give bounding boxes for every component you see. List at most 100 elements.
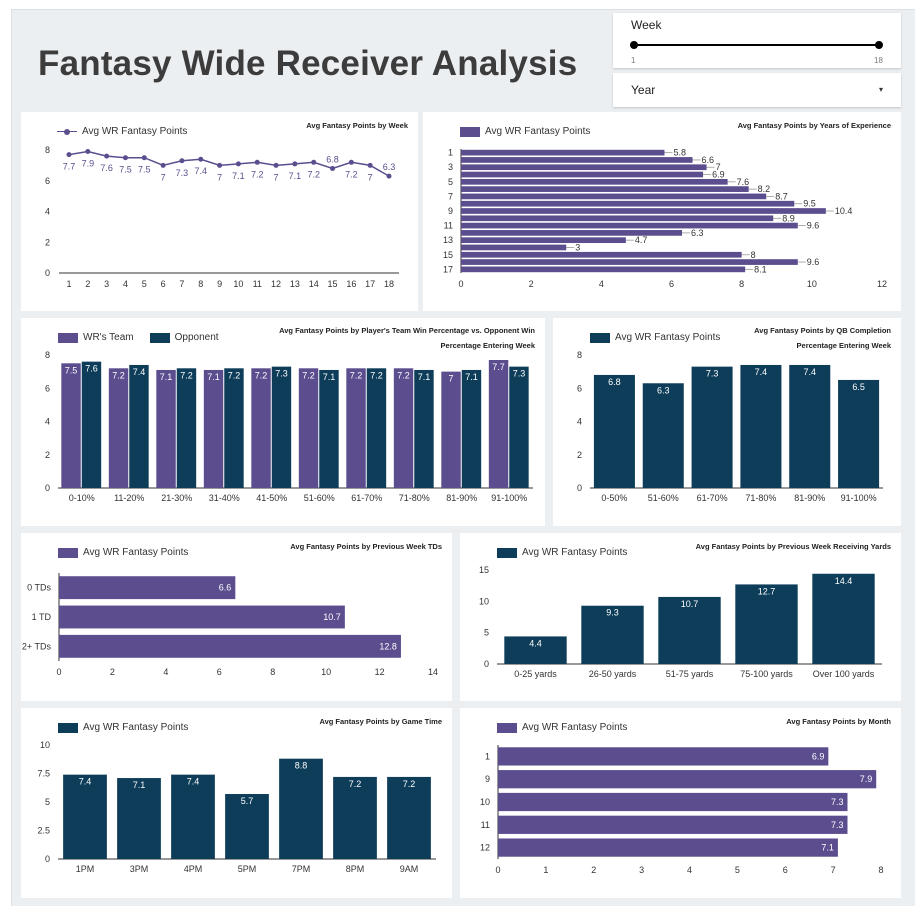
x-tick-label: 6 (669, 279, 674, 289)
chart-panel-month: 0 1 2 3 4 5 6 7 8 6.9 1 7.9 9 7.3 10 7.3 11 7.1 12 Avg WR … (460, 708, 901, 898)
week-legend: Avg WR Fantasy Points (57, 126, 187, 137)
bar (498, 815, 848, 834)
previous-tds-legend: Avg WR Fantasy Points (58, 547, 188, 558)
data-label: 8.1 (754, 264, 767, 274)
bar (498, 747, 829, 766)
y-tick-label: 7.5 (37, 769, 50, 779)
week-slider-max-handle[interactable] (875, 41, 883, 49)
data-label: 7.1 (821, 843, 834, 853)
data-label: 6.5 (852, 382, 865, 392)
y-tick-label: 0 (45, 483, 50, 493)
month-legend: Avg WR Fantasy Points (497, 722, 627, 733)
chart-title: Avg Fantasy Points by Week (306, 121, 408, 130)
y-tick-label: 9 (448, 206, 453, 216)
x-tick-label: 3 (639, 865, 644, 875)
bar (333, 776, 377, 859)
bar (488, 359, 509, 488)
x-tick-label: 2 (85, 279, 90, 289)
x-tick-label: 10 (233, 279, 243, 289)
bar (176, 368, 197, 488)
data-label: 7.9 (860, 774, 873, 784)
experience-bar-chart: 0 2 4 6 8 10 125.816.6736.97.658.28.779.510.49… (443, 148, 887, 289)
data-label: 7 (716, 162, 721, 172)
data-label: 4.7 (635, 235, 648, 245)
win-percentage-legend: WR's Team Opponent (58, 332, 219, 343)
week-slider-min-handle[interactable] (630, 41, 638, 49)
week-slider-max-value: 18 (874, 56, 883, 65)
data-label: 7.2 (403, 779, 416, 789)
bar (59, 576, 236, 600)
bar (812, 573, 875, 664)
week-filter[interactable]: Week 1 18 (613, 13, 901, 68)
x-tick-label: 51-60% (304, 493, 335, 503)
data-label: 7.1 (133, 780, 146, 790)
data-label: 8.8 (295, 761, 308, 771)
data-label: 10.4 (835, 206, 853, 216)
y-tick-label: 5 (45, 797, 50, 807)
chart-title-line-2: Percentage Entering Week (440, 341, 535, 350)
data-label: 7.6 (100, 163, 113, 173)
year-dropdown[interactable]: Year ▾ (613, 73, 901, 107)
y-tick-label: 1 (485, 751, 490, 761)
x-tick-label: 71-80% (399, 493, 430, 503)
chevron-down-icon[interactable]: ▾ (879, 85, 884, 94)
bar (498, 792, 848, 812)
data-label: 6.3 (383, 162, 396, 172)
x-tick-label: 81-90% (794, 493, 825, 503)
data-label: 7.3 (275, 369, 288, 379)
x-tick-label: 8 (198, 279, 203, 289)
x-tick-label: 71-80% (745, 493, 776, 503)
x-tick-label: 0 (56, 667, 61, 677)
legend-swatch (497, 722, 517, 733)
bar (461, 251, 742, 258)
data-point (179, 158, 185, 164)
legend-label: Avg WR Fantasy Points (83, 547, 189, 558)
game-time-bar-chart: 0 2.5 5 7.5 10 7.4 1PM 7.1 3PM 7.4 4PM 5.7 5PM 8.8 7PM… (37, 740, 436, 874)
game-time-legend: Avg WR Fantasy Points (58, 722, 188, 733)
data-label: 9.3 (606, 608, 619, 618)
legend-label: Avg WR Fantasy Points (522, 722, 628, 733)
bar (129, 364, 149, 488)
y-tick-label: 6 (577, 383, 582, 393)
data-point (367, 162, 373, 168)
bar (271, 366, 292, 488)
chart-title: Avg Fantasy Points by Previous Week TDs (290, 542, 442, 551)
y-tick-label: 2+ TDs (22, 641, 52, 651)
year-dropdown-label: Year (631, 83, 656, 97)
x-tick-label: 11-20% (114, 493, 144, 503)
page-title: Fantasy Wide Receiver Analysis (38, 44, 578, 83)
x-tick-label: 4 (163, 667, 168, 677)
y-tick-label: 10 (480, 797, 490, 807)
y-tick-label: 4 (45, 417, 50, 427)
data-label: 7.4 (187, 777, 200, 787)
data-label: 6.6 (219, 583, 232, 593)
y-tick-label: 11 (444, 221, 453, 231)
data-label: 7.1 (465, 372, 478, 382)
data-label: 7.7 (492, 362, 505, 372)
bar (498, 838, 838, 857)
chart-title: Avg Fantasy Points by Game Time (319, 717, 442, 726)
data-label: 10.7 (681, 599, 699, 609)
data-label: 7.6 (737, 177, 750, 187)
bar (63, 774, 107, 859)
chart-panel-week: 0 2 4 6 8 7.7 7.9 7.6 7.5 7.5 7 7.3 7.4 7 7.1 7.2 7 7.1 7.… (21, 112, 418, 311)
data-label: 8.7 (775, 191, 788, 201)
bar (461, 171, 704, 178)
legend-label: Avg WR Fantasy Points (83, 722, 189, 733)
bar (498, 770, 877, 789)
x-tick-label: 1PM (76, 864, 95, 874)
y-tick-label: 8 (577, 350, 582, 360)
y-tick-label: 10 (479, 596, 489, 606)
data-label: 7 (368, 172, 373, 182)
x-tick-label: 81-90% (446, 493, 477, 503)
bar (81, 361, 102, 488)
data-point (104, 153, 110, 159)
legend-swatch (58, 332, 78, 343)
week-slider-track[interactable] (635, 44, 880, 46)
bar (461, 369, 482, 488)
bar (61, 363, 81, 488)
bar (171, 774, 215, 859)
x-tick-label: 10 (807, 279, 817, 289)
x-tick-label: 18 (384, 279, 394, 289)
x-tick-label: 9 (217, 279, 222, 289)
